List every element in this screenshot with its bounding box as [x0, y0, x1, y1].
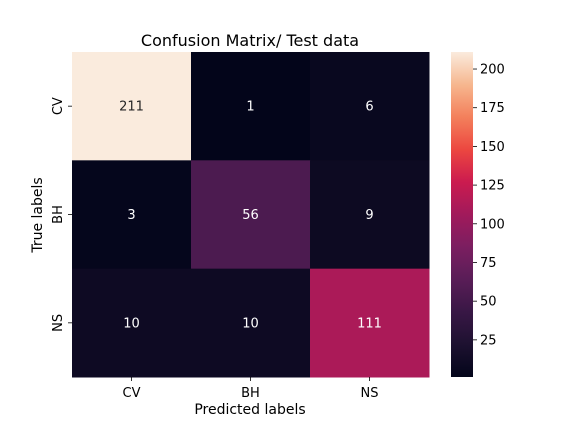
x-axis-label: Predicted labels [194, 402, 305, 418]
colorbar-tick-label: 25 [480, 333, 497, 348]
colorbar-tick-label: 75 [480, 256, 497, 271]
y-tick-label: NS [51, 314, 66, 332]
cell-value-label: 9 [365, 208, 373, 223]
heatmap-cell [191, 52, 311, 161]
colorbar-ticks: 25 50 75 100 125 150 175 200 [473, 63, 505, 348]
colorbar-tick-label: 50 [480, 295, 497, 310]
y-tick-label: CV [51, 97, 66, 115]
colorbar-tick-label: 175 [480, 101, 505, 116]
y-axis-ticks: CV BH NS [51, 97, 72, 332]
x-tick-label: NS [361, 386, 379, 401]
cell-value-label: 111 [357, 316, 382, 331]
heatmap-cell [191, 160, 311, 270]
heatmap-cell [72, 52, 192, 161]
x-tick-label: BH [241, 386, 260, 401]
heatmap-cells [72, 52, 430, 378]
y-tick-label: BH [51, 205, 66, 224]
cell-value-label: 211 [119, 100, 144, 115]
cell-value-label: 6 [365, 100, 373, 115]
y-axis-label: True labels [30, 177, 46, 253]
colorbar-tick-label: 125 [480, 179, 505, 194]
heatmap-cell [72, 160, 192, 270]
colorbar-tick-label: 150 [480, 140, 505, 155]
cell-value-label: 10 [242, 316, 259, 331]
colorbar-tick-label: 200 [480, 63, 505, 78]
cell-value-label: 1 [246, 100, 254, 115]
heatmap-cell [310, 160, 430, 270]
heatmap-cell [310, 268, 430, 378]
x-axis-ticks: CV BH NS [123, 377, 379, 401]
cell-value-label: 3 [127, 208, 135, 223]
cell-value-label: 10 [123, 316, 140, 331]
colorbar-tick-label: 100 [480, 217, 505, 232]
heatmap-cell [191, 268, 311, 378]
cell-value-labels: 211 1 6 3 56 9 10 10 111 [119, 100, 382, 332]
chart-title: Confusion Matrix/ Test data [141, 31, 359, 50]
colorbar [451, 52, 473, 377]
cell-value-label: 56 [242, 208, 259, 223]
heatmap-cell [310, 52, 430, 161]
x-tick-label: CV [123, 386, 141, 401]
heatmap-cell [72, 268, 192, 378]
